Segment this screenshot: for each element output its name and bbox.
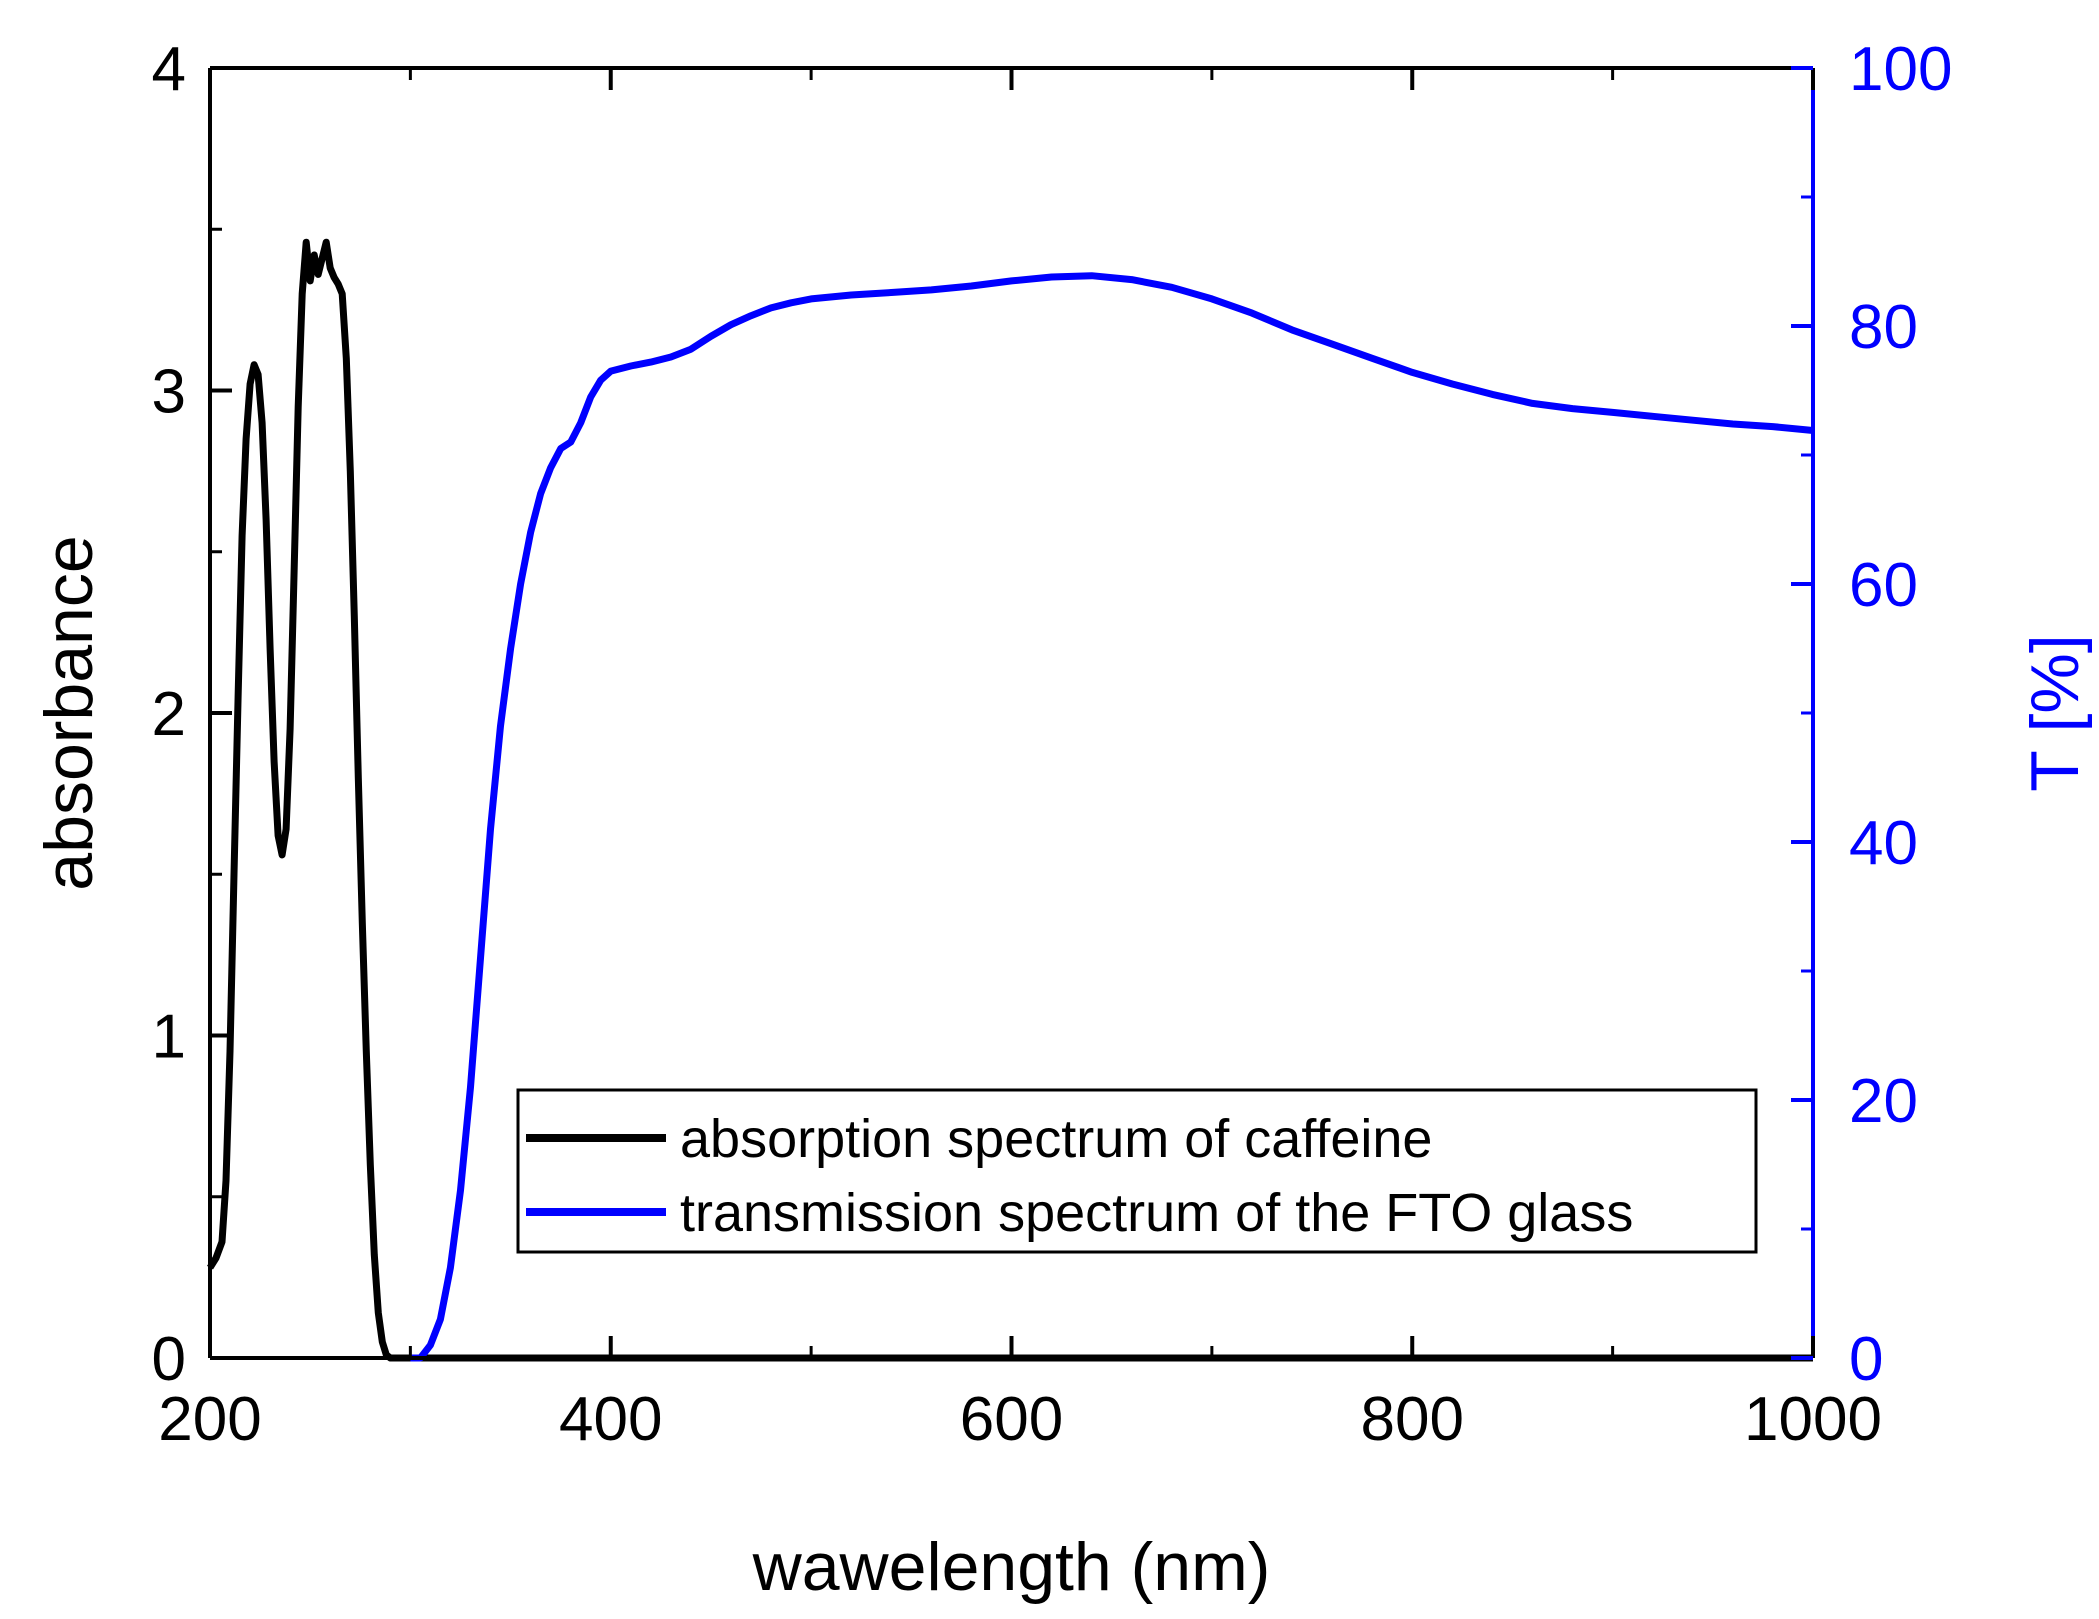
legend-box	[516, 1088, 1758, 1254]
x-axis-title: wawelength (nm)	[752, 1529, 1271, 1605]
x-tick-label: 800	[1361, 1385, 1464, 1454]
y-tick-label: 4	[152, 35, 186, 104]
y-tick-label: 2	[152, 680, 186, 749]
y2-tick-label: 100	[1849, 35, 1952, 104]
x-tick-label: 1000	[1744, 1385, 1882, 1454]
y2-tick-label: 80	[1849, 293, 1918, 362]
x-tick-label: 200	[158, 1385, 261, 1454]
y2-axis-title: T [%]	[2017, 634, 2093, 791]
x-tick-label: 600	[960, 1385, 1063, 1454]
y2-tick-label: 40	[1849, 809, 1918, 878]
legend-entry-fto-glass: transmission spectrum of the FTO glass	[680, 1183, 1633, 1243]
legend-entry-caffeine: absorption spectrum of caffeine	[680, 1109, 1432, 1169]
legend: absorption spectrum of caffeine transmis…	[516, 1088, 1758, 1254]
y-tick-label: 1	[152, 1003, 186, 1072]
y-tick-label: 3	[152, 358, 186, 427]
series-line-1	[410, 272, 1814, 1362]
y2-tick-label: 60	[1849, 551, 1918, 620]
y2-tick-label: 20	[1849, 1067, 1918, 1136]
y-tick-label: 0	[152, 1325, 186, 1394]
ticks-layer	[208, 66, 1815, 1360]
y-axis-title: absorbance	[31, 535, 107, 890]
x-tick-label: 400	[559, 1385, 662, 1454]
y2-tick-label: 0	[1849, 1325, 1883, 1394]
